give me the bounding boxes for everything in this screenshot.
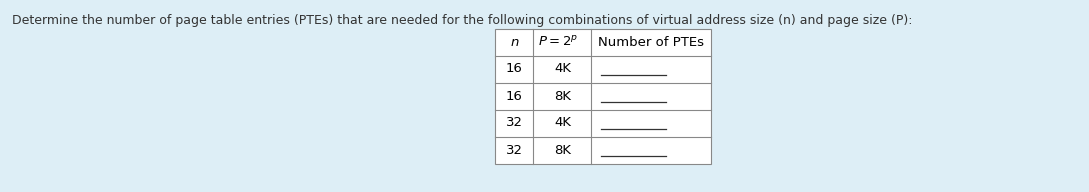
Text: 32: 32: [506, 117, 523, 129]
Text: 8K: 8K: [554, 89, 572, 103]
Text: 4K: 4K: [554, 63, 572, 75]
Text: n: n: [511, 36, 518, 49]
Text: Number of PTEs: Number of PTEs: [599, 36, 705, 49]
Text: $P = 2^p$: $P = 2^p$: [538, 35, 578, 49]
Text: 4K: 4K: [554, 117, 572, 129]
Text: 16: 16: [506, 63, 523, 75]
Bar: [495, 28, 711, 164]
Text: 16: 16: [506, 89, 523, 103]
Text: Determine the number of page table entries (PTEs) that are needed for the follow: Determine the number of page table entri…: [12, 14, 913, 27]
Text: 32: 32: [506, 143, 523, 156]
Text: 8K: 8K: [554, 143, 572, 156]
